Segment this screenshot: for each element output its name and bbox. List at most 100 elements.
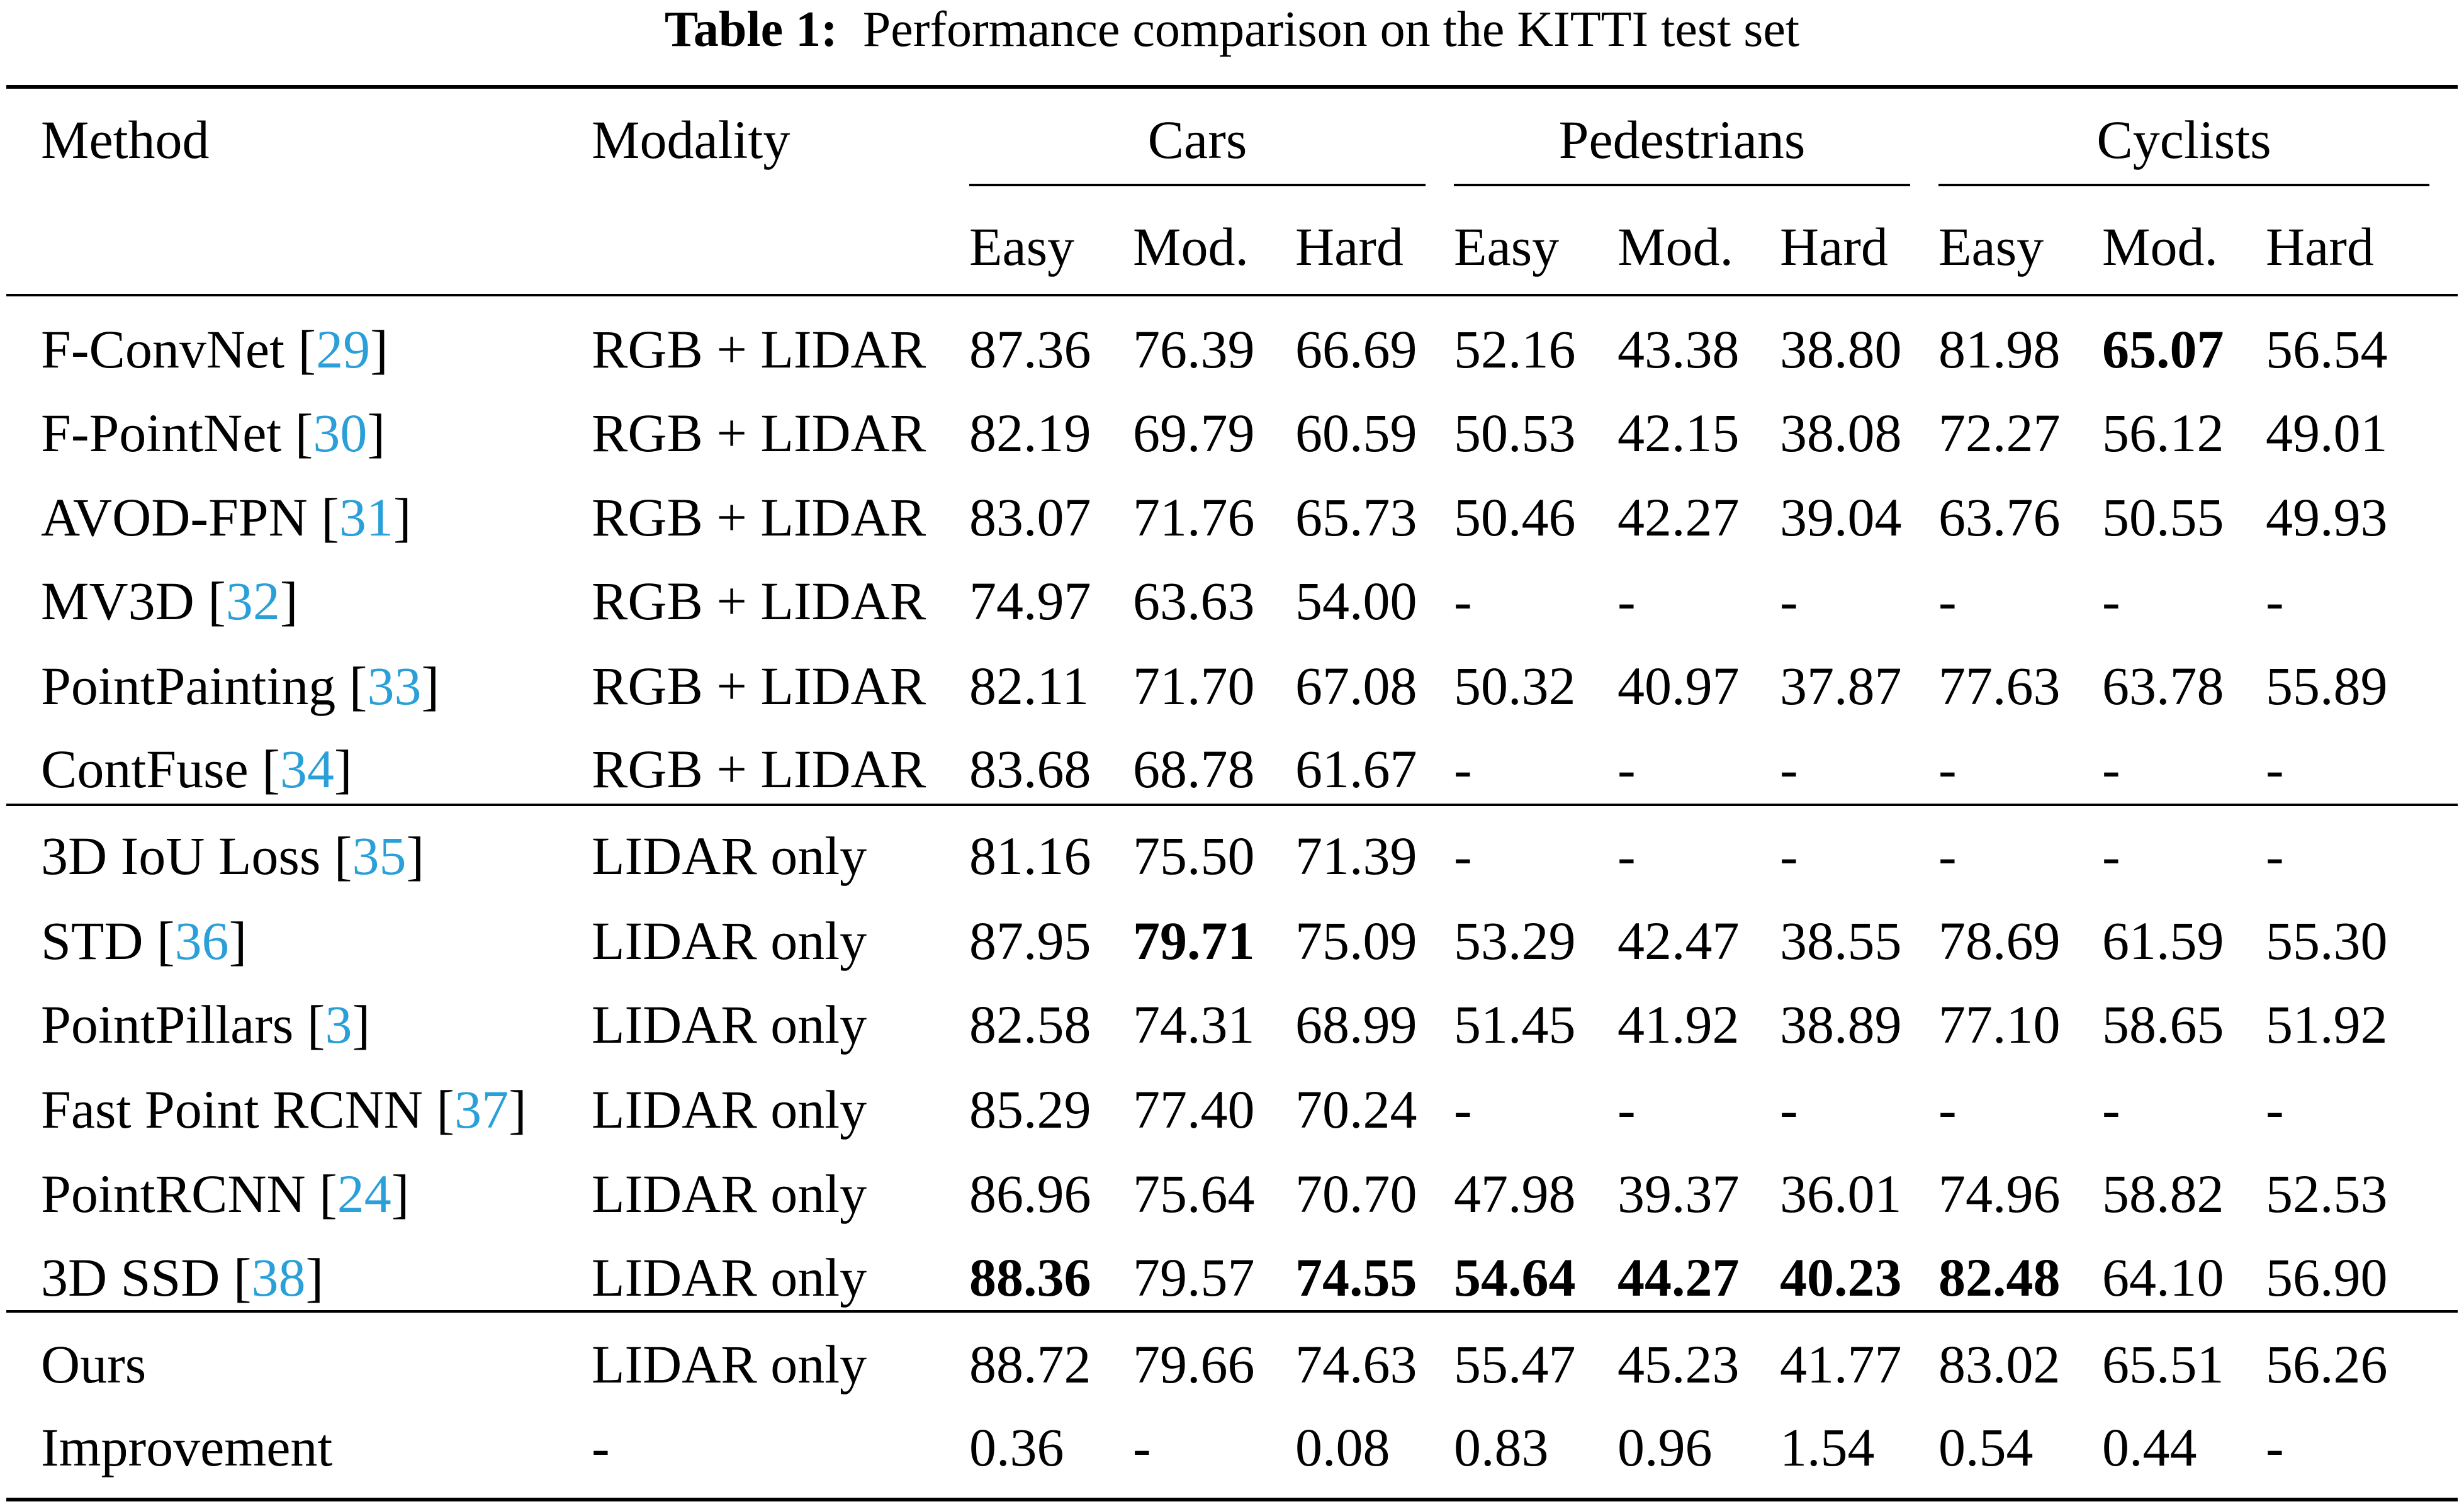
value-cell: 82.58 xyxy=(969,994,1091,1055)
value-cell: 0.54 xyxy=(1938,1417,2034,1478)
value-cell: 50.46 xyxy=(1454,487,1576,547)
citation-link[interactable]: 37 xyxy=(454,1079,509,1140)
value-cell: - xyxy=(1780,571,1798,631)
value-cell: - xyxy=(2266,1417,2284,1478)
value-cell: 65.07 xyxy=(2102,319,2224,379)
method-name: ContFuse xyxy=(41,739,249,799)
value-cell: 52.53 xyxy=(2266,1164,2388,1224)
value-cell: 81.16 xyxy=(969,826,1091,886)
table-caption: Table 1: Performance comparison on the K… xyxy=(0,0,2464,60)
ours-separator-rule xyxy=(6,1310,2458,1313)
method-name: Ours xyxy=(41,1334,147,1394)
value-cell: 53.29 xyxy=(1454,911,1576,971)
value-cell: 0.44 xyxy=(2102,1417,2197,1478)
header-group-cyclists: Cyclists xyxy=(2096,109,2271,170)
citation-link[interactable]: 29 xyxy=(316,319,371,379)
value-cell: 74.31 xyxy=(1133,994,1255,1055)
value-cell: - xyxy=(1938,1079,1957,1140)
method-cell: ContFuse [34] xyxy=(41,739,352,799)
citation-link[interactable]: 34 xyxy=(279,739,334,799)
value-cell: - xyxy=(1454,571,1472,631)
value-cell: 49.01 xyxy=(2266,403,2388,463)
group-separator-rule xyxy=(6,804,2458,806)
value-cell: 85.29 xyxy=(969,1079,1091,1140)
caption-label: Table 1: xyxy=(664,2,838,57)
method-name: 3D IoU Loss xyxy=(41,826,321,886)
method-name: F-ConvNet xyxy=(41,319,284,379)
modality-cell: LIDAR only xyxy=(592,1164,867,1224)
value-cell: 50.55 xyxy=(2102,487,2224,547)
value-cell: 68.78 xyxy=(1133,739,1255,799)
value-cell: 41.77 xyxy=(1780,1334,1902,1394)
method-cell: F-PointNet [30] xyxy=(41,403,386,463)
value-cell: 42.27 xyxy=(1617,487,1740,547)
value-cell: 87.95 xyxy=(969,911,1091,971)
group-underline-cyclists xyxy=(1938,184,2429,186)
value-cell: 79.71 xyxy=(1133,911,1255,971)
citation-link[interactable]: 24 xyxy=(337,1164,391,1224)
value-cell: 43.38 xyxy=(1617,319,1740,379)
value-cell: 74.55 xyxy=(1295,1247,1417,1308)
modality-cell: RGB + LIDAR xyxy=(592,487,926,547)
value-cell: 50.32 xyxy=(1454,656,1576,716)
value-cell: - xyxy=(2266,739,2284,799)
value-cell: - xyxy=(1454,739,1472,799)
header-subcol: Easy xyxy=(1454,216,1560,277)
citation-link[interactable]: 36 xyxy=(174,911,229,971)
value-cell: 38.80 xyxy=(1780,319,1902,379)
value-cell: 0.36 xyxy=(969,1417,1064,1478)
value-cell: 81.98 xyxy=(1938,319,2061,379)
method-name: PointRCNN xyxy=(41,1164,306,1224)
citation-link[interactable]: 38 xyxy=(251,1247,306,1308)
method-cell: STD [36] xyxy=(41,911,247,971)
method-cell: Ours xyxy=(41,1333,146,1396)
value-cell: 55.47 xyxy=(1454,1334,1576,1394)
value-cell: 83.02 xyxy=(1938,1334,2061,1394)
value-cell: - xyxy=(1617,739,1636,799)
value-cell: 39.37 xyxy=(1617,1164,1740,1224)
value-cell: 78.69 xyxy=(1938,911,2061,971)
method-cell: F-ConvNet [29] xyxy=(41,319,388,379)
value-cell: - xyxy=(2102,739,2120,799)
method-name: Improvement xyxy=(41,1417,333,1478)
citation-link[interactable]: 32 xyxy=(225,571,280,631)
method-cell: PointPainting [33] xyxy=(41,656,440,716)
header-group-pedestrians: Pedestrians xyxy=(1558,109,1806,170)
value-cell: 45.23 xyxy=(1617,1334,1740,1394)
method-name: MV3D xyxy=(41,571,194,631)
citation-link[interactable]: 3 xyxy=(325,994,352,1055)
value-cell: 77.10 xyxy=(1938,994,2061,1055)
modality-cell: LIDAR only xyxy=(592,994,867,1055)
method-cell: 3D IoU Loss [35] xyxy=(41,826,425,886)
modality-cell: LIDAR only xyxy=(592,826,867,886)
value-cell: 71.76 xyxy=(1133,487,1255,547)
value-cell: 68.99 xyxy=(1295,994,1417,1055)
value-cell: 69.79 xyxy=(1133,403,1255,463)
method-name: 3D SSD xyxy=(41,1247,220,1308)
value-cell: 51.92 xyxy=(2266,994,2388,1055)
citation-link[interactable]: 31 xyxy=(339,487,393,547)
citation-link[interactable]: 33 xyxy=(367,656,422,716)
value-cell: 87.36 xyxy=(969,319,1091,379)
value-cell: - xyxy=(1938,739,1957,799)
value-cell: 82.19 xyxy=(969,403,1091,463)
citation-link[interactable]: 30 xyxy=(313,403,368,463)
method-name: F-PointNet xyxy=(41,403,282,463)
value-cell: 67.08 xyxy=(1295,656,1417,716)
value-cell: - xyxy=(1938,826,1957,886)
value-cell: 79.66 xyxy=(1133,1334,1255,1394)
modality-cell: LIDAR only xyxy=(592,1247,867,1308)
value-cell: 0.08 xyxy=(1295,1417,1390,1478)
value-cell: 75.50 xyxy=(1133,826,1255,886)
value-cell: - xyxy=(1454,826,1472,886)
value-cell: 52.16 xyxy=(1454,319,1576,379)
header-method: Method xyxy=(41,109,210,170)
value-cell: 63.63 xyxy=(1133,571,1255,631)
citation-link[interactable]: 35 xyxy=(352,826,407,886)
value-cell: 75.09 xyxy=(1295,911,1417,971)
value-cell: 56.26 xyxy=(2266,1334,2388,1394)
value-cell: 65.73 xyxy=(1295,487,1417,547)
value-cell: 70.24 xyxy=(1295,1079,1417,1140)
value-cell: 1.54 xyxy=(1780,1417,1875,1478)
value-cell: 58.82 xyxy=(2102,1164,2224,1224)
